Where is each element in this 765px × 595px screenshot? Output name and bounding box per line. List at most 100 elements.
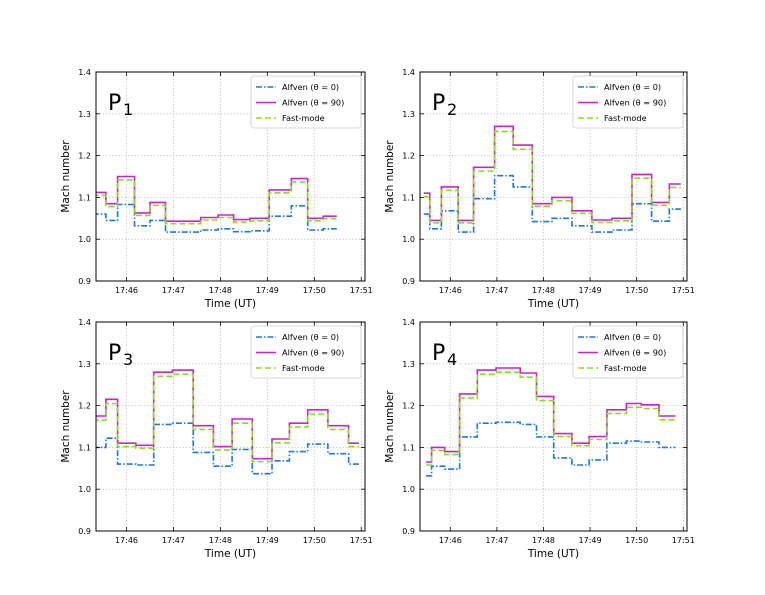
legend-label-1: Alfven (θ = 0) <box>604 82 661 92</box>
x-tick-label: 17:49 <box>579 286 602 295</box>
panel-label: P <box>432 341 445 366</box>
series-group <box>426 367 676 477</box>
y-axis-label: Mach number <box>384 140 396 213</box>
x-tick-label: 17:51 <box>350 286 373 295</box>
legend-box <box>572 75 684 129</box>
x-tick-label: 17:48 <box>532 536 555 545</box>
x-axis-label: Time (UT) <box>527 548 579 560</box>
axes-frame <box>419 71 688 282</box>
y-tick-label: 0.9 <box>402 527 415 536</box>
y-tick-label: 1.1 <box>402 193 415 202</box>
chart-panel-2: 17:46 17:47 17:48 17:49 17:50 17:51 0.9 1.0 1.1 1… <box>384 68 695 310</box>
x-tick-label: 17:47 <box>162 286 185 295</box>
series-group <box>423 125 681 233</box>
x-tick-label: 17:47 <box>485 286 508 295</box>
x-axis-label: Time (UT) <box>204 548 256 560</box>
series-group <box>96 369 359 475</box>
axes-frame <box>95 321 366 532</box>
y-axis-label: Mach number <box>384 390 396 463</box>
x-tick-label: 17:50 <box>303 286 326 295</box>
series-line-3 <box>426 371 676 466</box>
x-tick-label: 17:47 <box>162 536 185 545</box>
legend-label-2: Alfven (θ = 90) <box>604 348 666 358</box>
x-tick-label: 17:49 <box>256 286 279 295</box>
series-line-2 <box>423 125 681 222</box>
legend-label-1: Alfven (θ = 0) <box>282 332 339 342</box>
series-line-1 <box>426 421 676 477</box>
legend-box <box>250 325 362 379</box>
axes-frame <box>419 321 688 532</box>
chart-panel-4: 17:46 17:47 17:48 17:49 17:50 17:51 0.9 1.0 1.1 1… <box>384 318 695 560</box>
legend: Alfven (θ = 0) Alfven (θ = 90) Fast-mode <box>250 325 362 379</box>
panel-subscript: 1 <box>123 100 133 119</box>
y-tick-label: 1.4 <box>78 318 91 327</box>
legend-label-1: Alfven (θ = 0) <box>282 82 339 92</box>
x-tick-label: 17:46 <box>439 286 462 295</box>
y-tick-label: 1.2 <box>78 402 91 411</box>
x-tick-label: 17:51 <box>350 536 373 545</box>
legend-label-2: Alfven (θ = 90) <box>604 98 666 108</box>
series-line-2 <box>96 175 337 222</box>
legend-label-3: Fast-mode <box>604 363 647 373</box>
series-line-3 <box>96 373 359 463</box>
y-tick-label: 1.0 <box>402 485 415 494</box>
x-tick-label: 17:50 <box>625 286 648 295</box>
series-line-2 <box>96 369 359 460</box>
legend-label-3: Fast-mode <box>282 113 325 123</box>
legend: Alfven (θ = 0) Alfven (θ = 90) Fast-mode <box>572 325 684 379</box>
y-tick-label: 1.3 <box>78 110 91 119</box>
panel-subscript: 4 <box>447 350 457 369</box>
chart-panel-3: 17:46 17:47 17:48 17:49 17:50 17:51 0.9 1.0 1.1 1… <box>60 318 373 560</box>
chart-panel-1: 17:46 17:47 17:48 17:49 17:50 17:51 0.9 1.0 1.1 1… <box>60 68 373 310</box>
x-tick-label: 17:48 <box>209 286 232 295</box>
legend: Alfven (θ = 0) Alfven (θ = 90) Fast-mode <box>572 75 684 129</box>
x-tick-label: 17:51 <box>672 286 695 295</box>
x-tick-label: 17:46 <box>115 536 138 545</box>
legend-box <box>250 75 362 129</box>
y-tick-label: 1.0 <box>402 235 415 244</box>
y-axis-label: Mach number <box>60 140 72 213</box>
x-tick-label: 17:48 <box>209 536 232 545</box>
x-tick-label: 17:49 <box>579 536 602 545</box>
y-tick-label: 0.9 <box>78 527 91 536</box>
axes-frame <box>95 71 366 282</box>
y-tick-label: 1.2 <box>78 152 91 161</box>
series-line-1 <box>96 422 359 475</box>
x-axis-label: Time (UT) <box>204 298 256 310</box>
x-tick-label: 17:49 <box>256 536 279 545</box>
panel-label: P <box>108 341 121 366</box>
panel-subscript: 2 <box>447 100 457 119</box>
legend-label-3: Fast-mode <box>604 113 647 123</box>
y-tick-label: 1.2 <box>402 152 415 161</box>
legend-label-2: Alfven (θ = 90) <box>282 348 344 358</box>
y-tick-label: 1.4 <box>402 318 415 327</box>
legend-label-1: Alfven (θ = 0) <box>604 332 661 342</box>
y-tick-label: 1.0 <box>78 235 91 244</box>
y-tick-label: 1.4 <box>78 68 91 77</box>
x-tick-label: 17:50 <box>303 536 326 545</box>
series-line-3 <box>96 179 337 225</box>
y-tick-label: 1.3 <box>402 360 415 369</box>
y-tick-label: 1.1 <box>402 443 415 452</box>
y-tick-label: 1.0 <box>78 485 91 494</box>
x-axis-label: Time (UT) <box>527 298 579 310</box>
y-tick-label: 1.1 <box>78 193 91 202</box>
series-line-2 <box>426 367 676 463</box>
legend-label-3: Fast-mode <box>282 363 325 373</box>
x-tick-label: 17:46 <box>115 286 138 295</box>
series-group <box>96 175 337 233</box>
panel-subscript: 3 <box>123 350 133 369</box>
y-tick-label: 1.3 <box>78 360 91 369</box>
panel-label: P <box>108 91 121 116</box>
y-tick-label: 1.3 <box>402 110 415 119</box>
y-tick-label: 1.4 <box>402 68 415 77</box>
series-line-3 <box>423 130 681 224</box>
y-tick-label: 0.9 <box>402 277 415 286</box>
x-tick-label: 17:50 <box>625 536 648 545</box>
x-tick-label: 17:48 <box>532 286 555 295</box>
series-line-1 <box>96 203 337 233</box>
legend-box <box>572 325 684 379</box>
panel-label: P <box>432 91 445 116</box>
y-tick-label: 1.1 <box>78 443 91 452</box>
y-axis-label: Mach number <box>60 390 72 463</box>
